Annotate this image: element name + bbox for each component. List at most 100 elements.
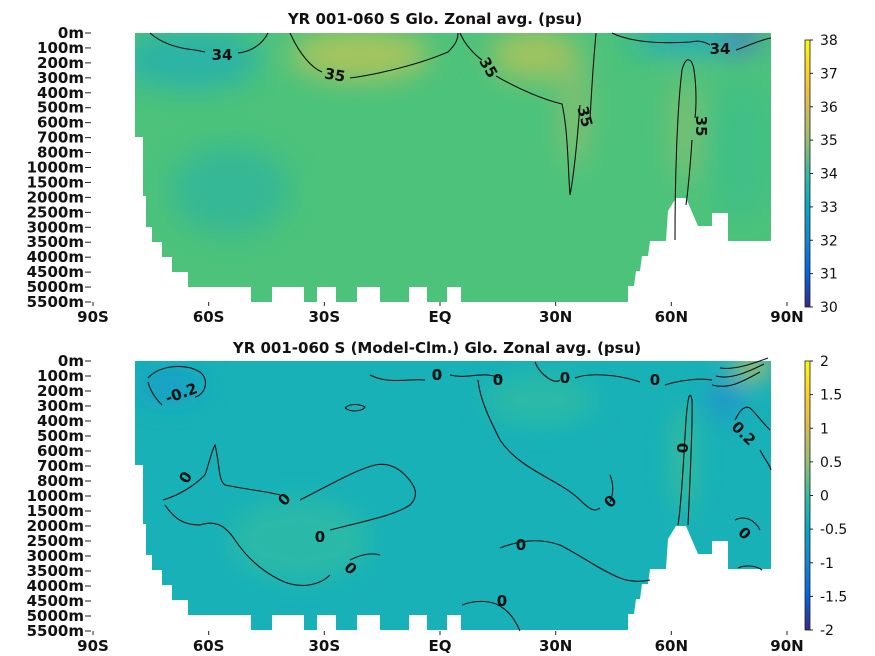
y-tick-label: 2000m	[27, 517, 84, 535]
y-tick-label: 500m	[37, 99, 84, 117]
x-tick-label: EQ	[429, 308, 452, 326]
y-tick-label: 4000m	[27, 577, 84, 595]
x-tick-label: 30N	[539, 308, 572, 326]
x-tick-label: 90N	[770, 308, 803, 326]
y-tick-label: 200m	[37, 54, 84, 72]
salinity-field	[135, 33, 771, 302]
x-tick-label: 60S	[193, 308, 225, 326]
colorbar-tick-label: 30	[820, 300, 838, 316]
x-tick-label: 30S	[308, 308, 340, 326]
colorbar-tick-label: 2	[820, 354, 829, 370]
colorbar-tick-label: 35	[820, 133, 838, 149]
x-axis-ticks: 90S 60S 30S EQ 30N 60N 90N	[77, 302, 804, 326]
y-tick-label: 1000m	[27, 159, 84, 177]
panel-salinity: YR 001-060 S Glo. Zonal avg. (psu) 34 35 3…	[27, 10, 838, 326]
x-tick-label: EQ	[429, 637, 452, 655]
contour-line	[289, 32, 323, 73]
contour-line	[677, 394, 693, 526]
contour-line	[685, 139, 693, 206]
contour-line	[369, 374, 426, 382]
colorbar: -2 -1.5 -1 -0.5 0 0.5 1 1.5 2	[804, 354, 847, 639]
y-tick-label: 1500m	[27, 173, 84, 191]
contour-line	[459, 32, 483, 61]
colorbar-tick-label: -1	[820, 556, 834, 572]
y-tick-label: 2000m	[27, 188, 84, 206]
y-axis-ticks: 0m100m200m300m400m500m600m700m800m1000m1…	[27, 352, 91, 640]
contour-line	[461, 600, 521, 632]
contour-line	[164, 504, 331, 586]
y-tick-label: 1000m	[27, 487, 84, 505]
colorbar: 30 31 32 33 34 35 36 37 38	[804, 33, 838, 316]
contour-label: 34	[212, 46, 233, 64]
contour-line	[734, 406, 771, 431]
panel-salinity-bias: YR 001-060 S (Model-Clm.) Glo. Zonal avg…	[27, 339, 848, 655]
y-tick-label: 400m	[37, 412, 84, 430]
contour-line	[162, 443, 281, 501]
x-tick-label: 60N	[655, 308, 688, 326]
y-tick-label: 5500m	[27, 622, 84, 640]
contour-lines	[149, 32, 772, 241]
colorbar-tick-label: 0	[820, 489, 829, 505]
x-axis-ticks: 90S 60S 30S EQ 30N 60N 90N	[77, 631, 804, 655]
y-tick-label: 700m	[37, 129, 84, 147]
contour-label: 0	[432, 366, 442, 384]
contour-line	[299, 463, 416, 531]
y-tick-label: 800m	[37, 472, 84, 490]
y-tick-label: 3500m	[27, 562, 84, 580]
x-tick-label: 60S	[193, 637, 225, 655]
contour-line	[759, 449, 772, 471]
colorbar-tick-label: 32	[820, 233, 838, 249]
x-tick-label: 90S	[77, 308, 109, 326]
contour-line	[499, 540, 651, 582]
contour-line	[664, 378, 713, 386]
chart-title: YR 001-060 S (Model-Clm.) Glo. Zonal avg…	[232, 339, 641, 357]
colorbar-tick-label: 33	[820, 200, 838, 216]
contour-label: 0	[315, 528, 325, 546]
y-tick-label: 3500m	[27, 233, 84, 251]
colorbar-tick-label: 31	[820, 267, 838, 283]
bias-field	[135, 361, 771, 630]
y-tick-label: 300m	[37, 69, 84, 87]
y-axis-ticks: 0m100m200m300m400m500m600m700m800m1000m1…	[27, 24, 91, 311]
contour-label: 0	[650, 371, 660, 389]
ocean-region	[135, 33, 771, 302]
contour-line	[237, 32, 269, 54]
contour-line	[734, 517, 761, 531]
contour-line	[674, 59, 697, 241]
y-tick-label: 500m	[37, 427, 84, 445]
y-tick-label: 1500m	[27, 502, 84, 520]
contour-line	[449, 374, 501, 379]
colorbar-tick-label: -1.5	[820, 589, 847, 605]
contour-line	[349, 553, 381, 561]
colorbar-tick-label: -0.5	[820, 522, 847, 538]
colorbar-tick-label: 1.5	[820, 388, 842, 404]
contour-line	[737, 565, 763, 571]
y-tick-label: 600m	[37, 114, 84, 132]
contour-label: 0	[560, 369, 570, 387]
contour-label: 0	[674, 443, 692, 453]
chart-title: YR 001-060 S Glo. Zonal avg. (psu)	[287, 10, 582, 28]
y-tick-label: 300m	[37, 397, 84, 415]
contour-label: 0	[493, 371, 503, 389]
y-tick-label: 2500m	[27, 532, 84, 550]
y-tick-label: 3000m	[27, 547, 84, 565]
colorbar-tick-label: 34	[820, 167, 838, 183]
y-tick-label: 4000m	[27, 248, 84, 266]
y-tick-label: 600m	[37, 442, 84, 460]
contour-label: 0	[432, 366, 442, 384]
contour-line	[495, 75, 581, 196]
x-tick-label: 30S	[308, 637, 340, 655]
y-tick-label: 400m	[37, 84, 84, 102]
colorbar-tick-label: 37	[820, 66, 838, 82]
contour-line	[534, 361, 561, 382]
colorbar-tick-label: 36	[820, 100, 838, 116]
x-tick-label: 90S	[77, 637, 109, 655]
y-tick-label: 800m	[37, 144, 84, 162]
y-tick-label: 4500m	[27, 592, 84, 610]
y-tick-label: 5000m	[27, 607, 84, 625]
y-tick-label: 100m	[37, 367, 84, 385]
contour-label: 35	[692, 116, 710, 137]
x-tick-label: 90N	[770, 637, 803, 655]
x-tick-label: 60N	[655, 637, 688, 655]
